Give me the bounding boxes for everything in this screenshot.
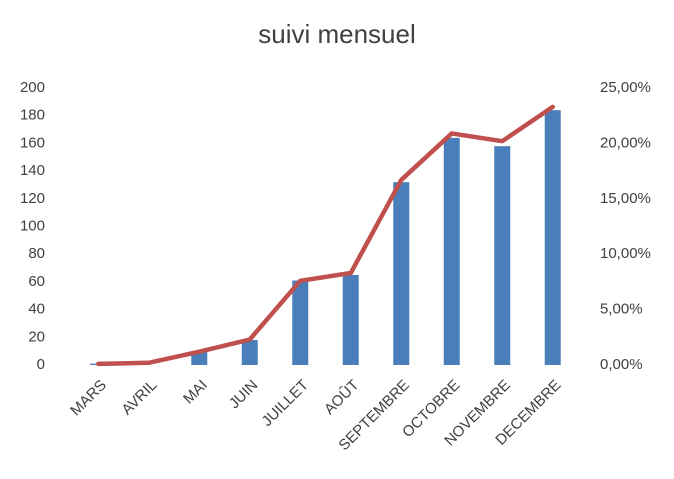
y-tick-label: 140 — [20, 162, 45, 179]
bar — [443, 137, 460, 365]
x-tick-label: MARS — [67, 377, 110, 420]
chart-title: suivi mensuel — [258, 19, 416, 49]
x-tick-label: JUILLET — [259, 377, 312, 430]
y-tick-label: 160 — [20, 134, 45, 151]
y-tick-label: 20 — [28, 328, 45, 345]
bar — [241, 340, 258, 365]
y-tick-label: 100 — [20, 217, 45, 234]
y-tick-label: 60 — [28, 273, 45, 290]
bar — [292, 280, 309, 365]
y-tick-label: 180 — [20, 107, 45, 124]
bar — [494, 146, 511, 365]
y-tick-label: 80 — [28, 245, 45, 262]
y-tick-label: 0 — [37, 356, 45, 373]
y2-tick-label: 0,00% — [600, 356, 643, 373]
x-tick-label: AVRIL — [118, 377, 160, 419]
bar — [342, 274, 359, 365]
y2-tick-label: 5,00% — [600, 301, 643, 318]
x-tick-label: JUIN — [226, 377, 262, 413]
y2-tick-label: 25,00% — [600, 79, 651, 96]
y2-tick-label: 20,00% — [600, 134, 651, 151]
bar — [544, 110, 561, 365]
bar — [393, 182, 410, 365]
line — [96, 104, 555, 367]
y2-tick-label: 15,00% — [600, 190, 651, 207]
y2-tick-label: 10,00% — [600, 245, 651, 262]
x-tick-label: MAI — [180, 377, 211, 408]
y-tick-label: 200 — [20, 79, 45, 96]
y-tick-label: 120 — [20, 190, 45, 207]
y-tick-label: 40 — [28, 301, 45, 318]
x-tick-label: AOÛT — [321, 377, 362, 418]
